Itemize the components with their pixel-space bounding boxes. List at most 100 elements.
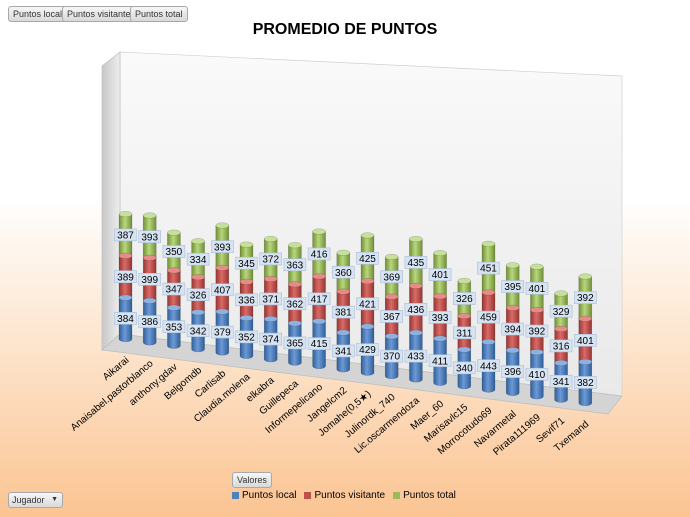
data-label-box <box>283 336 307 350</box>
jugador-dropdown-label: Jugador <box>12 495 45 505</box>
chart-title: PROMEDIO DE PUNTOS <box>252 21 438 38</box>
bar-local-0-cap <box>118 294 133 301</box>
legend-swatch-visitante <box>304 491 312 499</box>
data-label-box <box>428 354 452 367</box>
data-label-box <box>186 252 210 266</box>
data-label-box <box>307 337 331 350</box>
data-label-total-3: 334 <box>190 255 207 266</box>
data-label-total-0: 387 <box>117 231 134 242</box>
data-label-box <box>235 293 258 307</box>
data-label-box <box>549 339 573 353</box>
data-label-box <box>162 320 186 334</box>
bar-visitante-16-cap <box>505 304 520 311</box>
bar-local-6-cap <box>263 315 278 322</box>
bar-total-12-cap <box>409 235 423 243</box>
data-label-box <box>549 304 573 318</box>
bar-total-0-cap <box>118 211 133 218</box>
data-label-local-1: 386 <box>141 317 158 328</box>
data-label-local-13: 411 <box>432 356 448 367</box>
data-label-local-7: 365 <box>287 339 304 350</box>
legend-item-total: Puntos total <box>393 490 456 501</box>
data-label-total-2: 350 <box>166 247 183 258</box>
data-label-total-4: 393 <box>214 242 231 253</box>
bar-visitante-1-cap <box>142 254 157 261</box>
data-label-box <box>428 311 452 324</box>
data-label-visitante-10: 421 <box>359 299 376 310</box>
data-label-box <box>573 291 597 304</box>
data-label-local-14: 340 <box>456 363 473 374</box>
data-label-local-16: 396 <box>504 367 521 378</box>
data-label-box <box>380 349 404 363</box>
bar-visitante-14-cap <box>457 313 472 320</box>
data-label-box <box>114 228 137 242</box>
data-label-box <box>501 280 525 293</box>
data-label-total-8: 416 <box>311 250 328 261</box>
data-label-local-15: 443 <box>480 361 497 372</box>
data-label-box <box>331 344 355 358</box>
data-label-visitante-6: 371 <box>262 295 279 306</box>
data-label-visitante-18: 316 <box>553 342 570 353</box>
legend-label-visitante: Puntos visitante <box>314 489 386 501</box>
bar-local-4-cap <box>215 308 230 315</box>
data-label-visitante-12: 436 <box>408 305 425 316</box>
chevron-down-icon: ▼ <box>51 496 58 503</box>
bar-total-19-cap <box>578 273 593 280</box>
data-label-total-12: 435 <box>408 258 425 269</box>
data-label-local-19: 382 <box>577 378 594 389</box>
data-label-local-10: 429 <box>359 345 376 356</box>
data-label-visitante-1: 399 <box>141 275 158 286</box>
bar-total-8-cap <box>312 228 326 235</box>
data-label-total-19: 392 <box>577 293 594 304</box>
data-label-box <box>211 325 234 339</box>
data-label-box <box>114 312 137 325</box>
data-label-local-12: 433 <box>408 352 425 363</box>
bar-total-7-cap <box>288 242 302 249</box>
data-label-box <box>114 270 137 283</box>
data-label-box <box>428 268 452 281</box>
data-label-box <box>452 292 476 305</box>
bar-local-19-cap <box>578 358 593 365</box>
data-label-total-9: 360 <box>335 268 352 279</box>
data-label-box <box>235 256 258 270</box>
bar-visitante-3-cap <box>191 274 205 281</box>
bar-visitante-10-cap <box>360 278 375 285</box>
data-label-box <box>549 374 573 388</box>
bar-local-12-cap <box>409 329 423 336</box>
valores-chip[interactable]: Valores <box>232 472 272 488</box>
data-label-box <box>380 310 404 323</box>
data-label-visitante-17: 392 <box>529 327 546 338</box>
bar-visitante-8-cap <box>312 273 326 280</box>
side-wall <box>101 51 121 351</box>
bar-visitante-9-cap <box>336 288 351 295</box>
filter-chip-puntos-total[interactable]: Puntos total <box>130 6 188 22</box>
bar-total-4-cap <box>215 222 230 229</box>
legend-swatch-local <box>232 491 239 499</box>
bar-total-14-cap <box>457 277 472 285</box>
data-label-box <box>573 333 597 347</box>
bar-total-2-cap <box>167 229 181 236</box>
bar-total-15-cap <box>481 240 496 247</box>
bar-total-16-cap <box>505 262 520 269</box>
jugador-dropdown[interactable]: Jugador ▼ <box>8 492 63 508</box>
data-label-box <box>186 324 210 337</box>
legend-swatch-total <box>393 491 401 499</box>
bar-local-11-cap <box>384 333 399 340</box>
bar-total-9-cap <box>336 249 351 256</box>
bar-local-18-cap <box>554 359 568 366</box>
bar-visitante-19-cap <box>578 315 593 322</box>
data-label-visitante-9: 381 <box>335 308 352 319</box>
legend-label-local: Puntos local <box>242 489 297 501</box>
data-label-visitante-8: 417 <box>311 294 328 305</box>
bar-total-13-cap <box>433 249 447 257</box>
data-label-visitante-11: 367 <box>383 312 400 323</box>
data-label-box <box>380 270 404 284</box>
legend-label-total: Puntos total <box>403 489 456 501</box>
bar-local-14-cap <box>457 346 472 353</box>
data-label-total-16: 395 <box>504 282 521 293</box>
data-label-box <box>477 261 500 275</box>
bar-local-9-cap <box>336 329 351 336</box>
data-label-local-11: 370 <box>383 352 400 363</box>
bar-local-7-cap <box>288 320 302 327</box>
data-label-local-18: 341 <box>553 377 570 388</box>
data-label-box <box>452 326 476 340</box>
